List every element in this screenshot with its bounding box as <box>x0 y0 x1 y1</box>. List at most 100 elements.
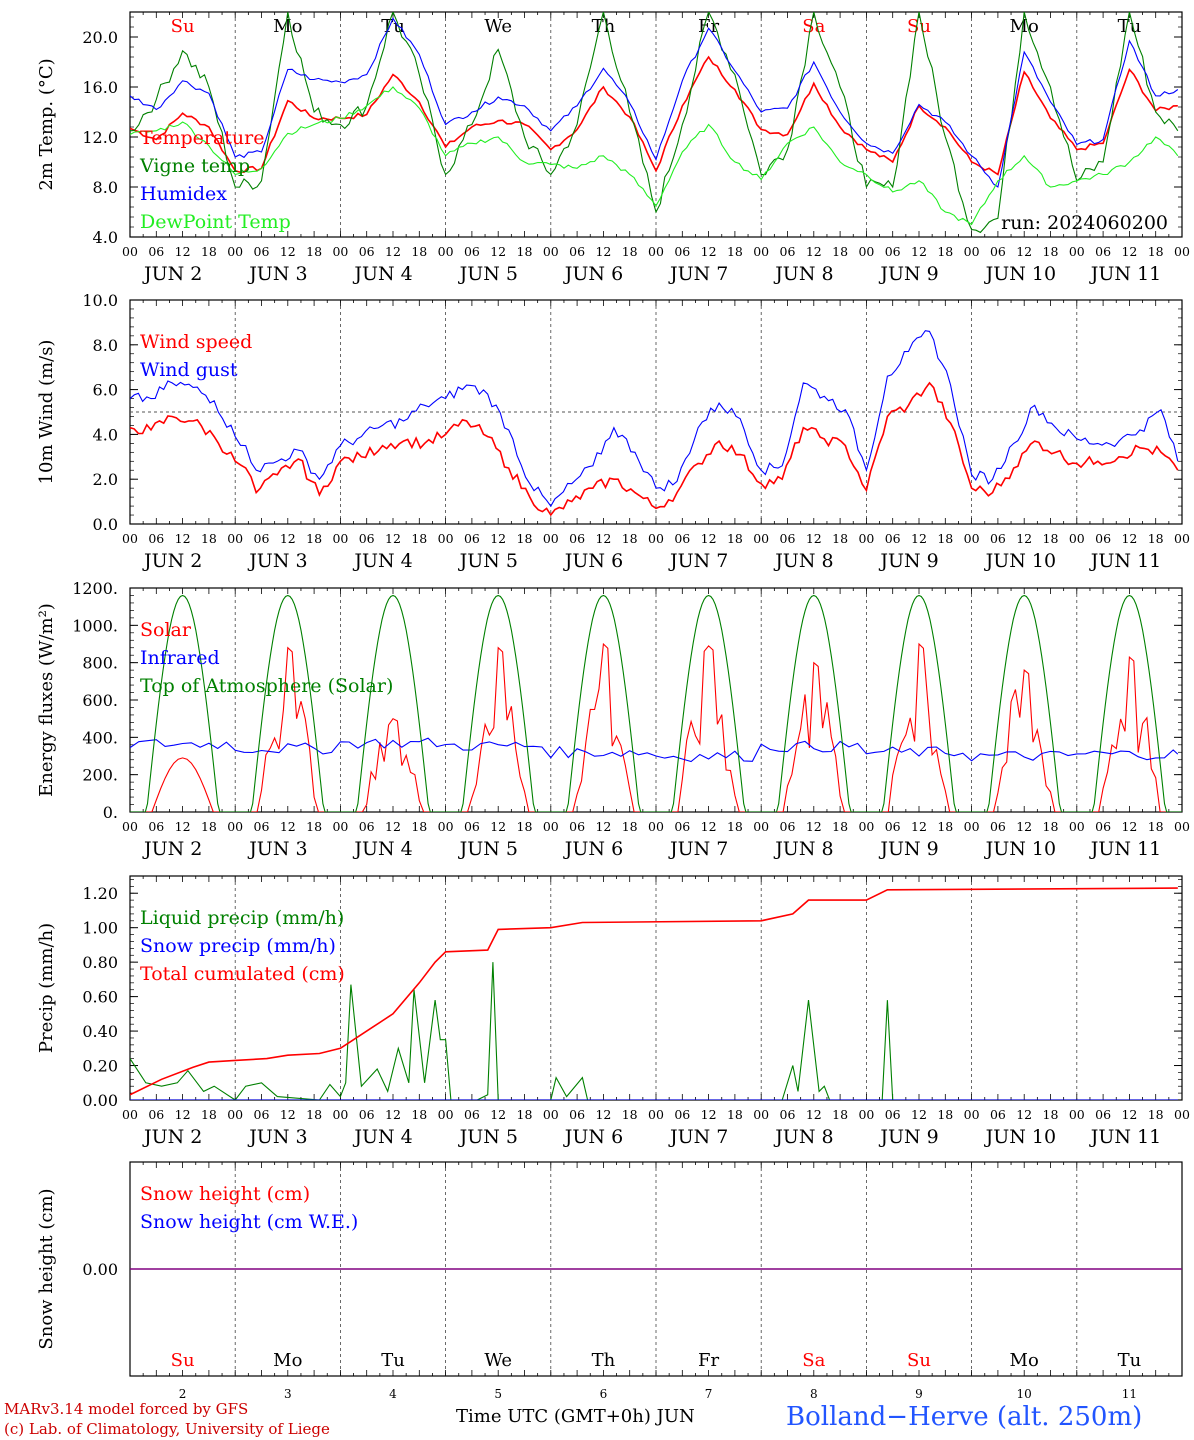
hour-tick-label: 00 <box>964 531 980 546</box>
y-tick-label: 4.0 <box>93 425 118 444</box>
day-date-label: JUN 3 <box>247 550 307 572</box>
footer-lab-text: (c) Lab. of Climatology, University of L… <box>4 1420 330 1438</box>
day-date-label: JUN 8 <box>773 550 833 572</box>
hour-tick-label: 12 <box>175 244 191 259</box>
legend-entry: Temperature <box>140 127 264 149</box>
y-tick-label: 400. <box>82 728 118 747</box>
day-number-label: 8 <box>810 1387 818 1401</box>
hour-tick-label: 12 <box>701 1107 717 1122</box>
hour-tick-label: 12 <box>175 819 191 834</box>
weekday-label: Th <box>592 1350 616 1371</box>
day-date-label: JUN 3 <box>247 838 307 860</box>
legend-entry: Wind gust <box>140 359 238 381</box>
hour-tick-label: 00 <box>1174 1107 1190 1122</box>
hour-tick-label: 12 <box>280 1107 296 1122</box>
hour-tick-label: 00 <box>964 819 980 834</box>
weekday-label: Mo <box>273 1350 302 1371</box>
weekday-label: We <box>484 16 512 37</box>
hour-tick-label: 00 <box>543 531 559 546</box>
day-date-label: JUN 7 <box>668 550 728 572</box>
weekday-label: Su <box>171 16 195 37</box>
day-date-label: JUN 9 <box>878 550 938 572</box>
hour-tick-label: 18 <box>937 819 953 834</box>
hour-tick-label: 12 <box>1121 244 1137 259</box>
hour-tick-label: 18 <box>1043 819 1059 834</box>
weekday-label: Mo <box>1010 1350 1039 1371</box>
day-date-label: JUN 6 <box>563 838 623 860</box>
hour-tick-label: 00 <box>122 1107 138 1122</box>
hour-tick-label: 18 <box>517 819 533 834</box>
hour-tick-label: 06 <box>780 819 796 834</box>
day-date-label: JUN 4 <box>352 550 412 572</box>
hour-tick-label: 12 <box>280 531 296 546</box>
day-date-label: JUN 11 <box>1089 1126 1161 1148</box>
footer-month-text: JUN <box>656 1406 695 1427</box>
series-line-1 <box>130 737 1179 763</box>
weekday-label: Su <box>907 16 931 37</box>
day-date-label: JUN 4 <box>352 263 412 285</box>
hour-tick-label: 12 <box>595 244 611 259</box>
legend-entry: Snow height (cm) <box>140 1183 310 1205</box>
y-tick-label: 16.0 <box>82 78 118 97</box>
hour-tick-label: 18 <box>201 531 217 546</box>
day-number-label: 7 <box>705 1387 713 1401</box>
hour-tick-label: 00 <box>648 819 664 834</box>
hour-tick-label: 12 <box>1016 531 1032 546</box>
hour-tick-label: 06 <box>990 819 1006 834</box>
hour-tick-label: 06 <box>885 1107 901 1122</box>
footer-model-text: MARv3.14 model forced by GFS <box>4 1400 249 1418</box>
panel-data <box>130 594 1182 812</box>
hour-tick-label: 06 <box>885 819 901 834</box>
hour-tick-label: 00 <box>964 244 980 259</box>
hour-tick-label: 18 <box>832 1107 848 1122</box>
hour-tick-label: 18 <box>1043 244 1059 259</box>
series-line-0 <box>130 55 1178 176</box>
hour-tick-label: 00 <box>753 531 769 546</box>
hour-tick-label: 06 <box>464 1107 480 1122</box>
hour-tick-label: 18 <box>201 819 217 834</box>
hour-tick-label: 12 <box>280 819 296 834</box>
y-tick-label: 0.00 <box>82 1091 118 1110</box>
day-date-label: JUN 5 <box>458 550 518 572</box>
y-tick-label: 1.00 <box>82 919 118 938</box>
hour-tick-label: 18 <box>517 1107 533 1122</box>
y-tick-label: 0.20 <box>82 1057 118 1076</box>
day-date-label: JUN 10 <box>984 1126 1056 1148</box>
hour-tick-label: 18 <box>727 244 743 259</box>
hour-tick-label: 06 <box>1095 819 1111 834</box>
hour-tick-label: 06 <box>148 819 164 834</box>
hour-tick-label: 06 <box>148 244 164 259</box>
hour-tick-label: 18 <box>1043 531 1059 546</box>
hour-tick-label: 12 <box>280 244 296 259</box>
hour-tick-label: 06 <box>464 244 480 259</box>
run-label: run: 2024060200 <box>1001 212 1168 234</box>
y-tick-label: 12.0 <box>82 128 118 147</box>
hour-tick-label: 00 <box>1069 1107 1085 1122</box>
y-axis-label: Energy fluxes (W/m²) <box>36 603 57 797</box>
hour-tick-label: 06 <box>464 819 480 834</box>
hour-tick-label: 18 <box>306 531 322 546</box>
hour-tick-label: 12 <box>490 819 506 834</box>
hour-tick-label: 00 <box>332 1107 348 1122</box>
y-tick-label: 0.00 <box>82 1260 118 1279</box>
day-date-label: JUN 6 <box>563 1126 623 1148</box>
hour-tick-label: 00 <box>858 244 874 259</box>
day-number-label: 3 <box>284 1387 292 1401</box>
hour-tick-label: 06 <box>254 1107 270 1122</box>
hour-tick-label: 12 <box>701 819 717 834</box>
hour-tick-label: 00 <box>438 819 454 834</box>
y-tick-label: 0.80 <box>82 953 118 972</box>
hour-tick-label: 06 <box>885 531 901 546</box>
hour-tick-label: 12 <box>1016 1107 1032 1122</box>
hour-tick-label: 00 <box>332 819 348 834</box>
hour-tick-label: 06 <box>674 244 690 259</box>
hour-tick-label: 06 <box>464 531 480 546</box>
hour-tick-label: 06 <box>885 244 901 259</box>
hour-tick-label: 00 <box>438 531 454 546</box>
hour-tick-label: 18 <box>201 1107 217 1122</box>
panel-3: 0. 200. 400. 600. 800. 1000. 1200. Energy fluxe… <box>36 579 1190 860</box>
day-date-label: JUN 9 <box>878 263 938 285</box>
day-date-label: JUN 7 <box>668 838 728 860</box>
y-tick-label: 200. <box>82 766 118 785</box>
